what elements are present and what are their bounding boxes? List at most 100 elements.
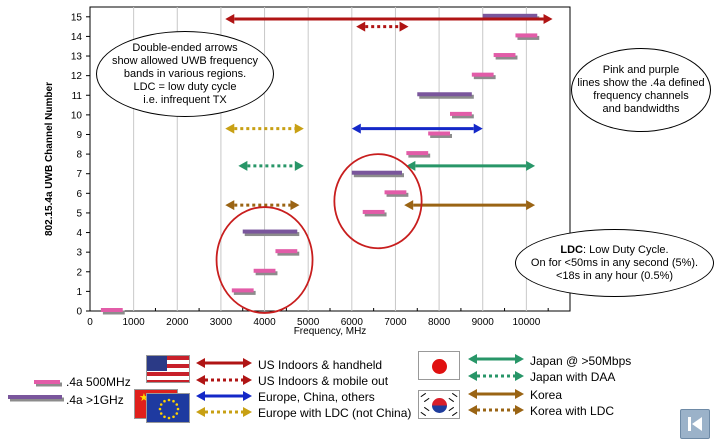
- y-tick-label: 15: [71, 12, 83, 23]
- legend-arrow: [196, 407, 252, 417]
- korea-flag-icon: [418, 390, 460, 419]
- channel-bar-500mhz: [362, 209, 387, 217]
- legend-label-europe-ldc: Europe with LDC (not China): [258, 406, 412, 420]
- legend-label-japan-daa: Japan with DAA: [530, 370, 616, 384]
- channel-bar-1ghz: [417, 92, 474, 99]
- x-tick-label: 3000: [210, 317, 233, 328]
- note-arrows: Double-ended arrows show allowed UWB fre…: [96, 31, 274, 117]
- note-ldc-heading: LDC: Low Duty Cycle.: [560, 244, 668, 257]
- x-tick-label: 0: [87, 317, 93, 328]
- region-arrow: [225, 200, 300, 211]
- legend-label-japan: Japan @ >50Mbps: [530, 354, 632, 368]
- channel-bar-500mhz: [406, 151, 431, 158]
- note-arrows-line: Double-ended arrows: [132, 41, 238, 54]
- x-tick-label: 1000: [123, 317, 146, 328]
- note-ldc-line: <18s in any hour (0.5%): [555, 269, 674, 282]
- x-tick-label: 7000: [384, 317, 407, 328]
- note-arrows-line: show allowed UWB frequency: [111, 54, 259, 67]
- channel-bar-500mhz: [515, 33, 540, 40]
- x-tick-label: 8000: [428, 317, 451, 328]
- channel-bar-500mhz: [493, 53, 518, 60]
- legend-arrow: [468, 405, 524, 415]
- region-arrow: [225, 14, 553, 24]
- legend-arrow: [468, 371, 524, 381]
- note-lines-line: Pink and purple: [602, 64, 680, 76]
- legend-arrow: [196, 358, 252, 368]
- legend-arrow: [196, 391, 252, 401]
- x-tick-label: 9000: [472, 317, 495, 328]
- highlight-circles: [215, 153, 423, 314]
- y-tick-label: 12: [71, 71, 83, 82]
- channel-bar-500mhz: [450, 111, 474, 119]
- region-arrow: [406, 160, 536, 171]
- note-arrows-line: bands in various regions.: [123, 67, 247, 80]
- region-arrow: [356, 21, 409, 32]
- channel-bar-500mhz: [471, 72, 496, 80]
- y-tick-label: 9: [76, 130, 82, 141]
- note-ldc-title-rest: : Low Duty Cycle.: [583, 243, 669, 256]
- y-tick-label: 5: [76, 208, 82, 219]
- channel-bar-1ghz: [351, 170, 404, 178]
- y-tick-label: 8: [76, 150, 82, 161]
- legend-label-korea: Korea: [530, 388, 563, 402]
- region-arrows: [225, 14, 553, 211]
- legend-arrow: [468, 389, 524, 399]
- region-arrow: [225, 123, 304, 134]
- channel-bar-500mhz: [253, 268, 278, 276]
- x-axis-label: Frequency, MHz: [294, 326, 367, 337]
- highlight-circle: [215, 206, 314, 314]
- y-tick-label: 6: [76, 189, 82, 200]
- channel-bar-1ghz: [242, 229, 300, 237]
- us-flag-icon: [146, 355, 190, 383]
- previous-slide-button[interactable]: [680, 409, 710, 439]
- x-tick-label: 10000: [512, 317, 540, 328]
- y-axis-label: 802.15.4a UWB Channel Number: [44, 82, 55, 236]
- legend-label-1ghz: .4a >1GHz: [66, 393, 124, 407]
- y-tick-label: 2: [76, 267, 82, 278]
- japan-flag-icon: [418, 351, 460, 380]
- y-tick-label: 0: [76, 307, 82, 318]
- y-tick-label: 14: [71, 32, 83, 43]
- region-arrow: [351, 123, 483, 134]
- legend-bar-1ghz: [8, 395, 64, 402]
- channel-bar-500mhz: [100, 308, 125, 315]
- note-arrows-line: i.e. infrequent TX: [143, 93, 227, 106]
- legend-bar-500mhz: [34, 380, 62, 387]
- note-arrows-line: LDC = low duty cycle: [133, 80, 237, 93]
- note-lines-line: lines show the .4a defined: [577, 77, 705, 89]
- legend-label-us-mobile: US Indoors & mobile out: [258, 374, 389, 388]
- y-tick-label: 3: [76, 248, 82, 259]
- y-tick-label: 10: [71, 110, 83, 121]
- channel-bar-500mhz: [275, 249, 300, 256]
- y-tick-label: 13: [71, 52, 83, 63]
- legend-label-europe: Europe, China, others: [258, 390, 375, 404]
- legend-bar-samples: [8, 380, 64, 402]
- note-lines-line: and bandwidths: [602, 103, 680, 115]
- legend-label-us-handheld: US Indoors & handheld: [258, 358, 383, 372]
- legend-label-500mhz: .4a 500MHz: [66, 375, 131, 389]
- x-tick-label: 2000: [166, 317, 189, 328]
- y-tick-label: 11: [72, 91, 83, 102]
- note-ldc: LDC: Low Duty Cycle. On for <50ms in any…: [515, 229, 714, 297]
- legend-arrow-samples: [196, 354, 524, 417]
- legend-arrow: [468, 354, 524, 364]
- eu-flag-icon: [146, 393, 190, 423]
- region-arrow: [238, 160, 304, 171]
- x-tick-label: 4000: [253, 317, 276, 328]
- note-ldc-title: LDC: [560, 243, 583, 256]
- y-tick-label: 4: [76, 228, 82, 239]
- note-lines: Pink and purple lines show the .4a defin…: [571, 48, 711, 132]
- y-tick-label: 1: [76, 287, 82, 298]
- x-tick-label: 5000: [297, 317, 320, 328]
- region-arrow: [404, 200, 536, 211]
- legend-arrow: [196, 375, 252, 385]
- y-tick-label: 7: [76, 169, 82, 180]
- x-axis-ticks: 0 1000 2000 3000 4000 5000 6000 7000 8000 9000 100…: [87, 308, 549, 328]
- note-ldc-line: On for <50ms in any second (5%).: [530, 256, 699, 269]
- x-tick-label: 6000: [341, 317, 364, 328]
- channel-bar-500mhz: [428, 131, 452, 138]
- highlight-circle: [333, 153, 423, 250]
- channel-bar-500mhz: [231, 288, 256, 295]
